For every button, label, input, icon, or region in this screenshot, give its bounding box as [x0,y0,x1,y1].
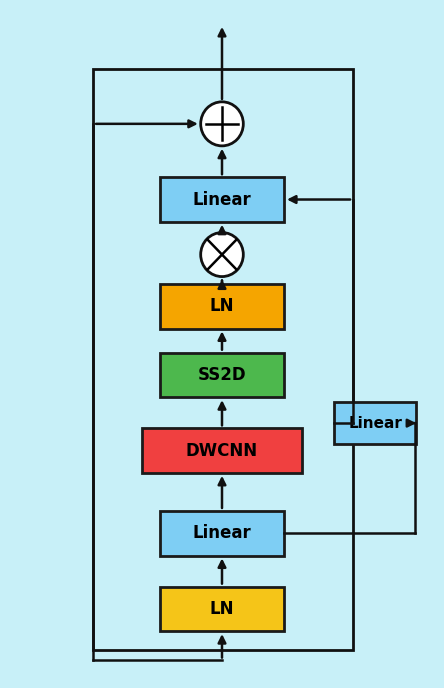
FancyBboxPatch shape [160,283,284,329]
Ellipse shape [201,102,243,146]
Text: DWCNN: DWCNN [186,442,258,460]
Text: Linear: Linear [348,416,402,431]
FancyBboxPatch shape [160,510,284,556]
FancyBboxPatch shape [160,178,284,222]
Bar [93,69,353,650]
Text: Linear: Linear [193,524,251,542]
FancyBboxPatch shape [160,353,284,398]
FancyBboxPatch shape [142,428,302,473]
FancyBboxPatch shape [334,402,416,444]
Text: Linear: Linear [193,191,251,208]
Ellipse shape [201,233,243,277]
Text: LN: LN [210,600,234,618]
Text: SS2D: SS2D [198,366,246,384]
Text: LN: LN [210,297,234,315]
FancyBboxPatch shape [160,586,284,632]
